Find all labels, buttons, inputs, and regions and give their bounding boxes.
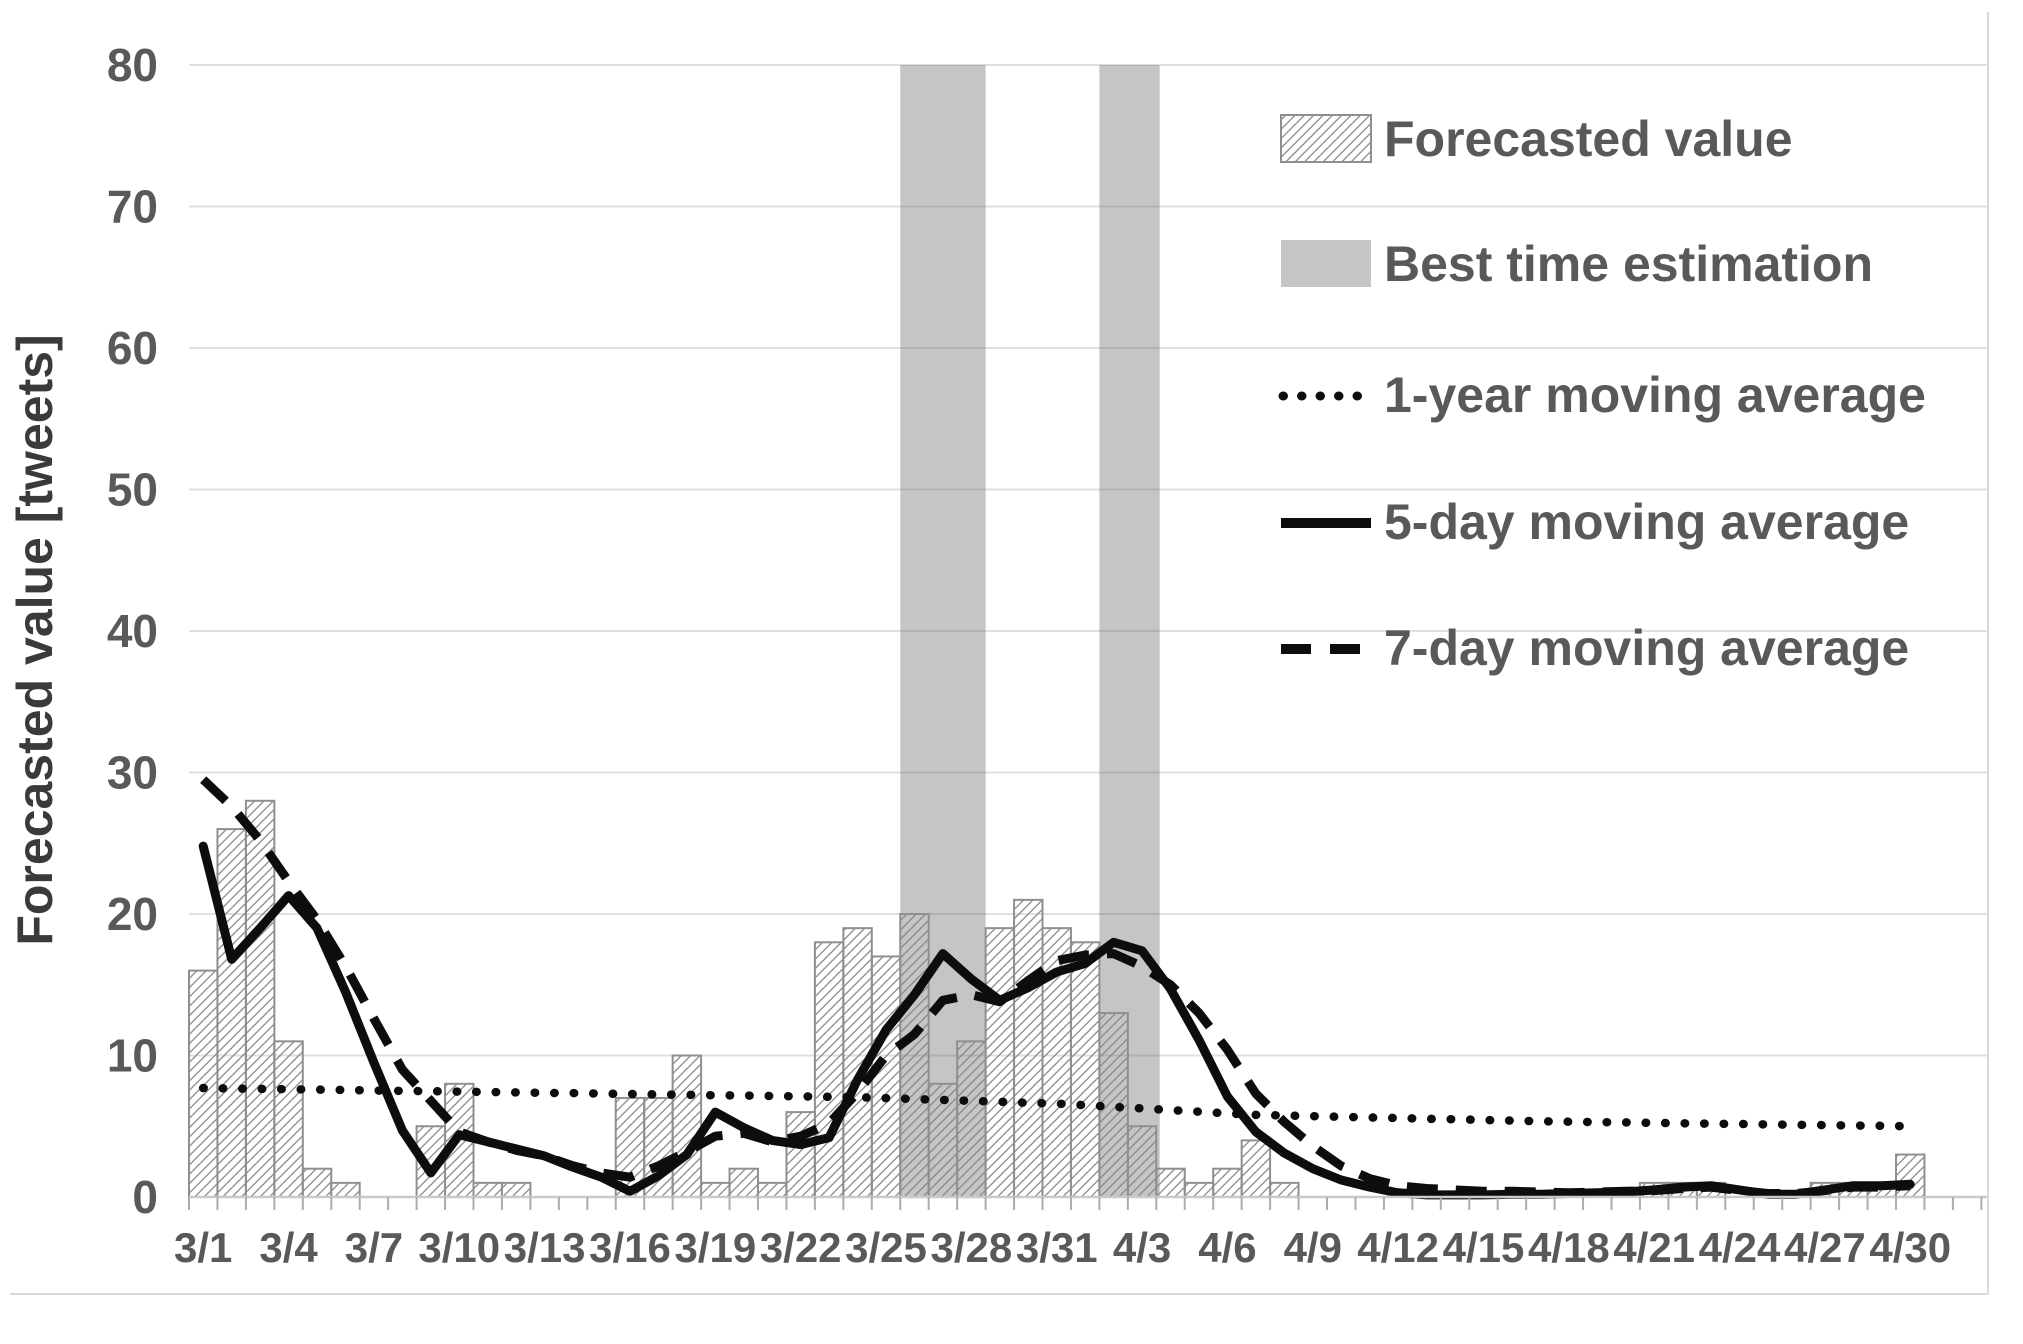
x-tick-label: 3/7	[345, 1224, 403, 1271]
bar	[1240, 1139, 1272, 1199]
bar	[1069, 941, 1101, 1198]
x-tick-label: 4/3	[1113, 1224, 1171, 1271]
x-tick-label: 3/25	[845, 1224, 927, 1271]
best-time-band	[1099, 65, 1160, 1197]
x-tick-label: 4/6	[1198, 1224, 1256, 1271]
bar	[1155, 1167, 1186, 1198]
bar	[301, 1167, 333, 1198]
x-tick-label: 3/4	[259, 1224, 318, 1271]
y-tick-label: 50	[107, 464, 158, 516]
forecast-bars	[188, 799, 1926, 1199]
bar	[813, 941, 845, 1198]
x-tick-label: 4/30	[1869, 1224, 1951, 1271]
bar	[216, 828, 247, 1198]
bar	[1013, 898, 1044, 1198]
legend-swatch-best-time-band	[1281, 240, 1371, 287]
bar	[785, 1111, 816, 1198]
y-tick-label: 70	[107, 181, 158, 233]
bar	[273, 1040, 304, 1198]
x-tick-label: 3/13	[504, 1224, 586, 1271]
x-tick-label: 4/18	[1528, 1224, 1610, 1271]
y-axis-title: Forecasted value [tweets]	[7, 334, 63, 945]
bar	[899, 913, 930, 1198]
moving-average-lines	[198, 776, 1915, 1200]
x-tick-label: 3/28	[931, 1224, 1013, 1271]
bar	[472, 1181, 503, 1198]
x-tick-label: 4/21	[1613, 1224, 1695, 1271]
x-tick-label: 4/15	[1443, 1224, 1525, 1271]
legend-label-best-time-estimation: Best time estimation	[1384, 236, 1873, 292]
gridlines	[189, 64, 1988, 1198]
y-tick-label: 30	[107, 747, 158, 799]
x-tick-label: 3/22	[760, 1224, 842, 1271]
bar	[244, 799, 276, 1198]
bar	[984, 927, 1016, 1199]
bar	[671, 1054, 703, 1198]
bar	[1183, 1181, 1215, 1198]
legend-label-forecasted-value: Forecasted value	[1384, 111, 1793, 167]
bar	[728, 1167, 759, 1198]
x-tick-label: 4/27	[1784, 1224, 1866, 1271]
x-tick-label: 3/10	[418, 1224, 500, 1271]
legend-label-1-year-moving-average: 1-year moving average	[1384, 367, 1926, 423]
bar	[956, 1040, 987, 1198]
x-tick-label: 4/12	[1357, 1224, 1439, 1271]
bar	[1212, 1167, 1243, 1198]
legend-swatch-forecasted-hatch	[1280, 114, 1372, 163]
seven-day-ma-line	[200, 776, 1911, 1198]
legend: Forecasted value Best time estimation 1-…	[1278, 111, 1926, 676]
bar	[700, 1181, 731, 1198]
axes: 3/1 3/4 3/7 3/10 3/13 3/16 3/19 3/22 3/25 3/28 3/3…	[107, 39, 1988, 1271]
x-tick-label: 3/19	[674, 1224, 756, 1271]
bar	[1269, 1181, 1300, 1198]
y-tick-label: 0	[132, 1171, 158, 1223]
y-tick-label: 10	[107, 1030, 158, 1082]
y-tick-label: 80	[107, 39, 158, 91]
bar	[757, 1181, 788, 1198]
x-tick-label: 4/9	[1284, 1224, 1342, 1271]
x-tick-label: 4/24	[1699, 1224, 1781, 1271]
bar	[330, 1181, 361, 1198]
bar	[500, 1181, 532, 1198]
x-tick-label: 3/1	[174, 1224, 232, 1271]
legend-label-5-day-moving-average: 5-day moving average	[1384, 494, 1909, 550]
bar	[1126, 1125, 1158, 1198]
y-tick-label: 20	[107, 888, 158, 940]
bar	[870, 955, 902, 1199]
x-tick-label: 3/16	[589, 1224, 671, 1271]
y-tick-label: 40	[107, 605, 158, 657]
one-year-ma-line	[198, 1083, 1915, 1131]
x-tick-label: 3/31	[1016, 1224, 1098, 1271]
legend-label-7-day-moving-average: 7-day moving average	[1384, 620, 1909, 676]
y-tick-label: 60	[107, 322, 158, 374]
